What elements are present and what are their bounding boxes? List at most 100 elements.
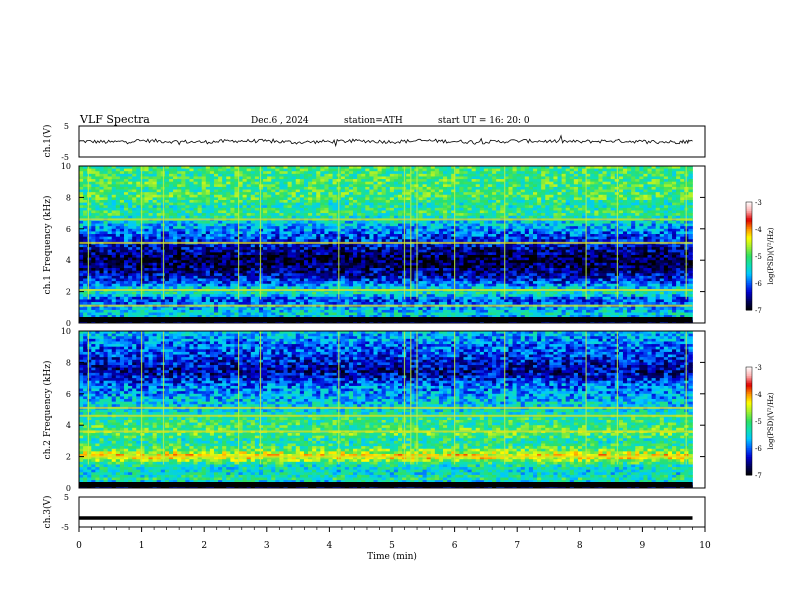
spectrogram-cell [296,245,300,248]
spectrogram-cell [128,226,132,229]
spectrogram-cell [365,234,369,237]
spectrogram-cell [104,200,108,203]
spectrogram-cell [132,197,136,200]
spectrogram-cell [226,210,230,213]
spectrogram-cell [480,221,484,224]
spectrogram-cell [463,197,467,200]
spectrogram-cell [157,229,161,232]
spectrogram-cell [406,195,410,198]
spectrogram-cell [243,247,247,250]
spectrogram-cell [664,208,668,211]
spectrogram-cell [357,234,361,237]
spectrogram-cell [639,182,643,185]
spectrogram-cell [185,226,189,229]
spectrogram-cell [173,224,177,227]
spectrogram-cell [586,245,590,248]
spectrogram-cell [603,210,607,213]
spectrogram-cell [398,171,402,174]
spectrogram-cell [251,213,255,216]
spectrogram-cell [378,210,382,213]
spectrogram-cell [463,187,467,190]
spectrogram-cell [631,250,635,253]
spectrogram-cell [647,205,651,208]
spectrogram-cell [185,187,189,190]
spectrogram-cell [607,192,611,195]
spectrogram-cell [165,216,169,219]
spectrogram-cell [435,239,439,242]
spectrogram-cell [328,195,332,198]
spectrogram-cell [83,252,87,255]
spectrogram-cell [279,221,283,224]
spectrogram-cell [660,176,664,179]
spectrogram-cell [283,190,287,193]
spectrogram-cell [165,252,169,255]
spectrogram-cell [652,176,656,179]
spectrogram-cell [496,221,500,224]
spectrogram-cell [304,216,308,219]
spectrogram-cell [639,213,643,216]
spectrogram-cell [373,169,377,172]
spectrogram-cell [631,171,635,174]
spectrogram-cell [623,224,627,227]
spectrogram-cell [267,179,271,182]
spectrogram-cell [373,226,377,229]
spectrogram-cell [578,229,582,232]
spectrogram-cell [173,197,177,200]
spectrogram-cell [607,229,611,232]
spectrogram-cell [643,245,647,248]
spectrogram-cell [333,176,337,179]
spectrogram-cell [513,169,517,172]
spectrogram-cell [177,245,181,248]
spectrogram-cell [488,187,492,190]
spectrogram-cell [218,187,222,190]
ch1-spectrogram-image [79,166,705,323]
spectrogram-cell [672,221,676,224]
spectrogram-cell [517,210,521,213]
spectrogram-cell [578,200,582,203]
spectrogram-cell [189,179,193,182]
spectrogram-cell [173,203,177,206]
spectrogram-cell [251,182,255,185]
spectrogram-cell [398,187,402,190]
spectrogram-cell [296,213,300,216]
spectrogram-cell [116,192,120,195]
spectrogram-cell [206,245,210,248]
spectrogram-cell [136,197,140,200]
spectrogram-cell [647,182,651,185]
spectrogram-cell [128,250,132,253]
spectrogram-cell [263,234,267,237]
spectrogram-cell [198,192,202,195]
spectrogram-cell [214,176,218,179]
spectrogram-cell [472,200,476,203]
spectrogram-cell [672,237,676,240]
spectrogram-cell [136,205,140,208]
spectrogram-cell [574,176,578,179]
spectrogram-cell [619,171,623,174]
spectrogram-cell [165,224,169,227]
spectrogram-cell [251,200,255,203]
spectrogram-cell [468,250,472,253]
spectrogram-cell [529,224,533,227]
spectrogram-cell [222,252,226,255]
spectrogram-cell [656,231,660,234]
spectrogram-cell [488,250,492,253]
spectrogram-cell [627,250,631,253]
spectrogram-cell [210,192,214,195]
spectrogram-cell [136,226,140,229]
spectrogram-cell [574,187,578,190]
spectrogram-cell [328,176,332,179]
spectrogram-cell [124,250,128,253]
spectrogram-cell [83,231,87,234]
spectrogram-cell [611,226,615,229]
spectrogram-cell [492,231,496,234]
spectrogram-cell [688,234,692,237]
spectrogram-cell [283,210,287,213]
spectrogram-cell [463,221,467,224]
spectrogram-cell [447,195,451,198]
spectrogram-cell [603,190,607,193]
spectrogram-cell [259,182,263,185]
spectrogram-cell [394,205,398,208]
spectrogram-cell [459,200,463,203]
spectrogram-cell [312,190,316,193]
spectrogram-cell [259,237,263,240]
